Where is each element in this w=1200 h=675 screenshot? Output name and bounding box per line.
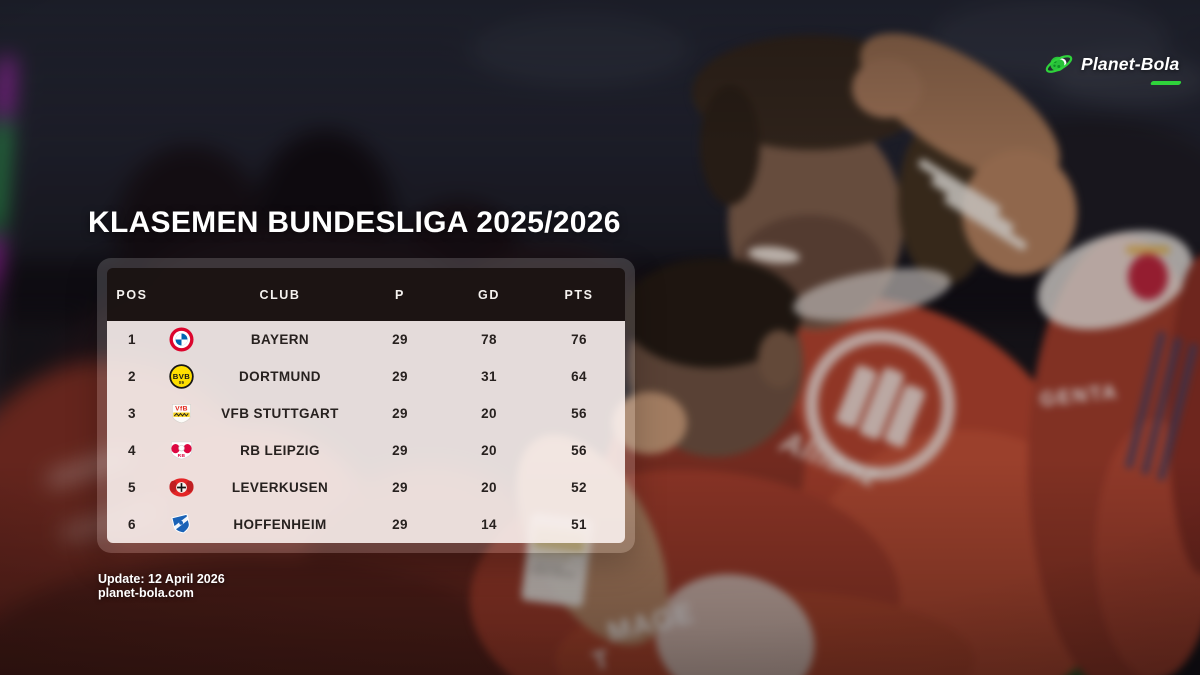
header-pts: PTS <box>564 287 594 302</box>
club-logo-cell: RB <box>157 438 205 463</box>
update-date: Update: 12 April 2026 <box>98 572 225 586</box>
table-row: 5 LEVERKUSEN 29 20 52 <box>107 469 625 506</box>
bayern-logo-icon <box>168 327 194 352</box>
pos-cell: 1 <box>128 332 136 347</box>
club-name: LEVERKUSEN <box>231 480 329 495</box>
played-cell: 29 <box>392 406 408 421</box>
leverkusen-logo-icon <box>168 478 194 497</box>
planet-bola-icon <box>1045 55 1073 73</box>
dortmund-logo-icon: BVB 09 <box>168 364 194 389</box>
stuttgart-logo-icon: VfB <box>171 403 191 424</box>
patch-text: FUSSBALLMEISTER <box>530 567 575 579</box>
played-cell: 29 <box>392 443 408 458</box>
site-url: planet-bola.com <box>98 586 194 600</box>
pos-cell: 2 <box>128 369 136 384</box>
brand-logo: Planet-Bola <box>1044 50 1183 84</box>
vfb-text: VfB <box>175 406 188 413</box>
pts-cell: 76 <box>571 332 587 347</box>
club-logo-cell <box>157 512 205 537</box>
club-logo-cell <box>157 475 205 500</box>
page-title: KLASEMEN BUNDESLIGA 2025/2026 <box>88 206 621 239</box>
pos-cell: 4 <box>128 443 136 458</box>
club-name: RB LEIPZIG <box>240 443 320 458</box>
brand-swoosh <box>1150 80 1183 84</box>
pos-cell: 5 <box>128 480 136 495</box>
club-name: DORTMUND <box>239 369 321 384</box>
gd-cell: 20 <box>481 406 497 421</box>
pos-cell: 3 <box>128 406 136 421</box>
table-row: 4 RB RB LEIPZIG 29 20 56 <box>107 432 625 469</box>
header-pos: POS <box>116 287 148 302</box>
club-logo-cell: BVB 09 <box>157 364 205 389</box>
club-name: VFB STUTTGART <box>221 406 339 421</box>
gd-cell: 31 <box>481 369 497 384</box>
pts-cell: 56 <box>571 443 587 458</box>
standings-table: POS CLUB P GD PTS 1 <box>107 268 625 543</box>
played-cell: 29 <box>392 332 408 347</box>
gd-cell: 20 <box>481 443 497 458</box>
table-row: 2 BVB 09 DORTMUND 29 31 64 <box>107 358 625 395</box>
played-cell: 29 <box>392 480 408 495</box>
played-cell: 29 <box>392 369 408 384</box>
table-row: 3 VfB VFB STUTTGART 29 20 56 <box>107 395 625 432</box>
pts-cell: 64 <box>571 369 587 384</box>
brand-name: Planet-Bola <box>1081 53 1180 74</box>
bvb-year-text: 09 <box>178 380 184 385</box>
footer: Update: 12 April 2026 planet-bola.com <box>98 572 225 600</box>
table-row: 1 BAYERN 29 78 76 <box>107 321 625 358</box>
club-logo-cell: VfB <box>157 401 205 426</box>
club-name: HOFFENHEIM <box>233 517 327 532</box>
rb-leipzig-logo-icon: RB <box>170 441 192 460</box>
table-row: 6 HOFFENHEIM 29 14 51 <box>107 506 625 543</box>
hugging-hand <box>852 58 922 118</box>
bayern-crest-smudge <box>1126 246 1170 254</box>
pts-cell: 56 <box>571 406 587 421</box>
hugging-player-ear <box>758 330 800 388</box>
bayern-crest-smudge <box>1128 254 1168 300</box>
header-p: P <box>395 287 405 302</box>
played-cell: 29 <box>392 517 408 532</box>
rb-text: RB <box>177 453 185 459</box>
pts-cell: 51 <box>571 517 587 532</box>
header-gd: GD <box>478 287 500 302</box>
gd-cell: 78 <box>481 332 497 347</box>
gd-cell: 14 <box>481 517 497 532</box>
gd-cell: 20 <box>481 480 497 495</box>
player-hair <box>700 85 760 205</box>
pos-cell: 6 <box>128 517 136 532</box>
table-header-row: POS CLUB P GD PTS <box>107 268 625 321</box>
pts-cell: 52 <box>571 480 587 495</box>
hoffenheim-logo-icon <box>170 513 190 534</box>
standings-panel: POS CLUB P GD PTS 1 <box>97 258 635 553</box>
club-name: BAYERN <box>250 332 310 347</box>
club-logo-cell <box>157 327 205 352</box>
header-club: CLUB <box>259 287 301 302</box>
